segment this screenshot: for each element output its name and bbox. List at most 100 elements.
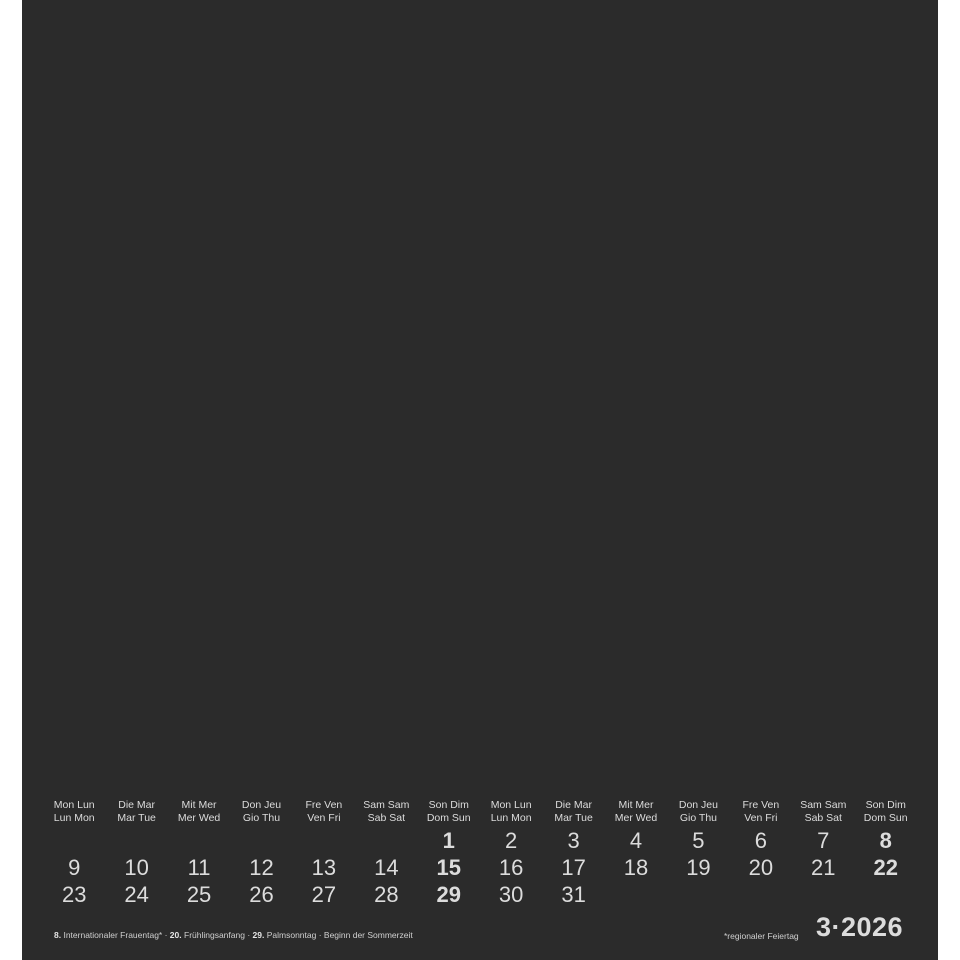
day-cell: 10 bbox=[124, 855, 149, 880]
day-cell bbox=[854, 881, 916, 908]
weekday-header: Die Mar Mar Tue bbox=[105, 799, 167, 825]
weekday-label: Son Dim bbox=[428, 799, 469, 811]
day-cell: 23 bbox=[61, 882, 87, 907]
day-cell bbox=[168, 827, 230, 854]
day-cell: 17 bbox=[561, 855, 586, 880]
day-cell: 9 bbox=[68, 855, 81, 880]
day-cell: 27 bbox=[311, 882, 337, 907]
holiday-name: Internationaler Frauentag* bbox=[63, 930, 163, 940]
day-cell: 22 bbox=[873, 855, 898, 880]
week-row: 23 24 25 26 27 28 29 30 31 bbox=[43, 881, 917, 908]
holiday-day: 29. bbox=[252, 930, 265, 940]
day-cell: 20 bbox=[748, 855, 774, 880]
weekday-label: Mon Lun bbox=[490, 799, 532, 811]
weekday-header: Fre Ven Ven Fri bbox=[730, 799, 792, 825]
weekday-label: Fre Ven bbox=[305, 799, 343, 811]
holiday-name: Palmsonntag · Beginn der Sommerzeit bbox=[266, 930, 413, 940]
day-cell: 16 bbox=[498, 855, 524, 880]
day-cell: 30 bbox=[498, 882, 524, 907]
weekday-label: Sam Sam bbox=[363, 799, 410, 811]
weekday-label: Sab Sat bbox=[804, 812, 842, 824]
weekday-header: Don Jeu Gio Thu bbox=[230, 799, 292, 825]
weekday-header: Mit Mer Mer Wed bbox=[168, 799, 230, 825]
day-cell: 12 bbox=[249, 855, 274, 880]
month-label: 3·2026 bbox=[816, 912, 904, 942]
weekday-label: Mer Wed bbox=[177, 812, 221, 824]
day-cell bbox=[792, 881, 854, 908]
weekday-label: Mit Mer bbox=[618, 799, 654, 811]
day-cell bbox=[105, 827, 167, 854]
week-row: 1 2 3 4 5 6 7 8 bbox=[43, 827, 917, 854]
weekday-header: Son Dim Dom Sun bbox=[854, 799, 916, 825]
day-cell: 31 bbox=[561, 882, 586, 907]
weekday-label: Mar Tue bbox=[554, 812, 593, 824]
weekday-header: Sam Sam Sab Sat bbox=[792, 799, 854, 825]
weekday-label: Gio Thu bbox=[242, 812, 281, 824]
weekday-label: Ven Fri bbox=[307, 812, 341, 824]
day-cell: 24 bbox=[124, 882, 149, 907]
day-cell bbox=[605, 881, 667, 908]
day-cell bbox=[230, 827, 292, 854]
weekday-label: Mon Lun bbox=[53, 799, 95, 811]
separator: · bbox=[244, 930, 253, 940]
weekday-label: Mer Wed bbox=[614, 812, 658, 824]
holiday-day: 20. bbox=[169, 930, 182, 940]
weekday-label: Ven Fri bbox=[744, 812, 778, 824]
weekday-label: Mit Mer bbox=[181, 799, 217, 811]
day-cell bbox=[355, 827, 417, 854]
day-cell: 8 bbox=[879, 828, 892, 853]
weekday-label: Dom Sun bbox=[426, 812, 471, 824]
day-cell bbox=[730, 881, 792, 908]
weekday-header: Die Mar Mar Tue bbox=[542, 799, 604, 825]
weekday-header: Sam Sam Sab Sat bbox=[355, 799, 417, 825]
calendar-page bbox=[22, 0, 938, 960]
weekday-label: Lun Mon bbox=[490, 812, 532, 824]
holiday-day: 8. bbox=[54, 930, 62, 940]
weekday-header-row: Mon Lun Lun Mon Die Mar Mar Tue Mit Mer Mer W… bbox=[43, 799, 917, 825]
day-cell bbox=[667, 881, 729, 908]
week-row: 9 10 11 12 13 14 15 16 17 18 19 20 21 22 bbox=[43, 854, 917, 881]
day-cell: 13 bbox=[311, 855, 337, 880]
weekday-label: Dom Sun bbox=[863, 812, 908, 824]
weekday-header: Son Dim Dom Sun bbox=[418, 799, 480, 825]
weekday-label: Lun Mon bbox=[53, 812, 95, 824]
weekday-label: Son Dim bbox=[865, 799, 906, 811]
weekday-label: Don Jeu bbox=[241, 799, 282, 811]
weekday-label: Fre Ven bbox=[742, 799, 780, 811]
day-cell: 18 bbox=[623, 855, 649, 880]
weekday-label: Gio Thu bbox=[679, 812, 718, 824]
weekday-label: Don Jeu bbox=[678, 799, 718, 811]
day-cell: 29 bbox=[436, 882, 461, 907]
day-cell bbox=[293, 827, 355, 854]
day-cell: 25 bbox=[186, 882, 212, 907]
day-cell: 14 bbox=[374, 855, 399, 880]
day-cell: 15 bbox=[436, 855, 461, 880]
day-cell: 28 bbox=[374, 882, 399, 907]
day-cell: 2 bbox=[505, 828, 518, 853]
holiday-list: 8. Internationaler Frauentag* · 20. Früh… bbox=[54, 930, 413, 940]
weekday-header: Fre Ven Ven Fri bbox=[293, 799, 355, 825]
weekday-label: Mar Tue bbox=[117, 812, 156, 824]
day-cell: 3 bbox=[567, 828, 580, 853]
day-cell: 6 bbox=[754, 828, 767, 853]
weekday-header: Mon Lun Lun Mon bbox=[43, 799, 105, 825]
day-cell: 5 bbox=[692, 828, 705, 853]
holiday-name: Frühlingsanfang bbox=[184, 930, 245, 940]
weekday-header: Mit Mer Mer Wed bbox=[605, 799, 667, 825]
separator: · bbox=[162, 930, 170, 940]
weekday-header: Mon Lun Lun Mon bbox=[480, 799, 542, 825]
weekday-label: Sam Sam bbox=[800, 799, 847, 811]
weekday-label: Die Mar bbox=[555, 799, 592, 811]
day-cell: 11 bbox=[187, 855, 211, 880]
day-cell: 21 bbox=[811, 855, 836, 880]
weekday-label: Sab Sat bbox=[367, 812, 405, 824]
weekday-label: Die Mar bbox=[118, 799, 156, 811]
footnote: *regionaler Feiertag bbox=[724, 931, 799, 941]
day-cell: 26 bbox=[249, 882, 274, 907]
day-cell: 4 bbox=[629, 828, 643, 853]
day-cell: 1 bbox=[442, 828, 455, 853]
calendar-grid: Mon Lun Lun Mon Die Mar Mar Tue Mit Mer Mer W… bbox=[43, 799, 917, 908]
day-cell: 7 bbox=[817, 828, 830, 853]
weekday-header: Don Jeu Gio Thu bbox=[667, 799, 729, 825]
day-cell bbox=[43, 827, 105, 854]
